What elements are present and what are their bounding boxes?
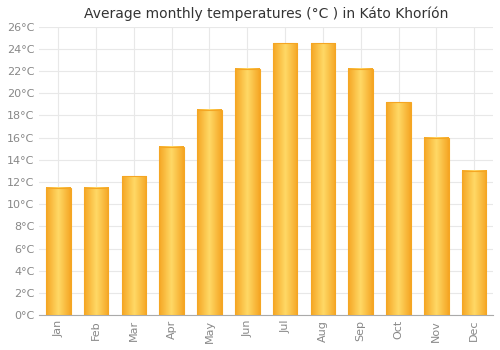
Bar (424, 138, 448, 315)
Bar (273, 43, 297, 315)
Bar (46, 188, 70, 315)
Title: Average monthly temperatures (°C ) in Káto Khoríón: Average monthly temperatures (°C ) in Ká… (84, 7, 448, 21)
Bar (235, 69, 260, 315)
Bar (122, 176, 146, 315)
Bar (84, 188, 108, 315)
Bar (310, 43, 335, 315)
Bar (160, 147, 184, 315)
Bar (348, 69, 373, 315)
Bar (197, 110, 222, 315)
Bar (386, 102, 411, 315)
Bar (462, 171, 486, 315)
